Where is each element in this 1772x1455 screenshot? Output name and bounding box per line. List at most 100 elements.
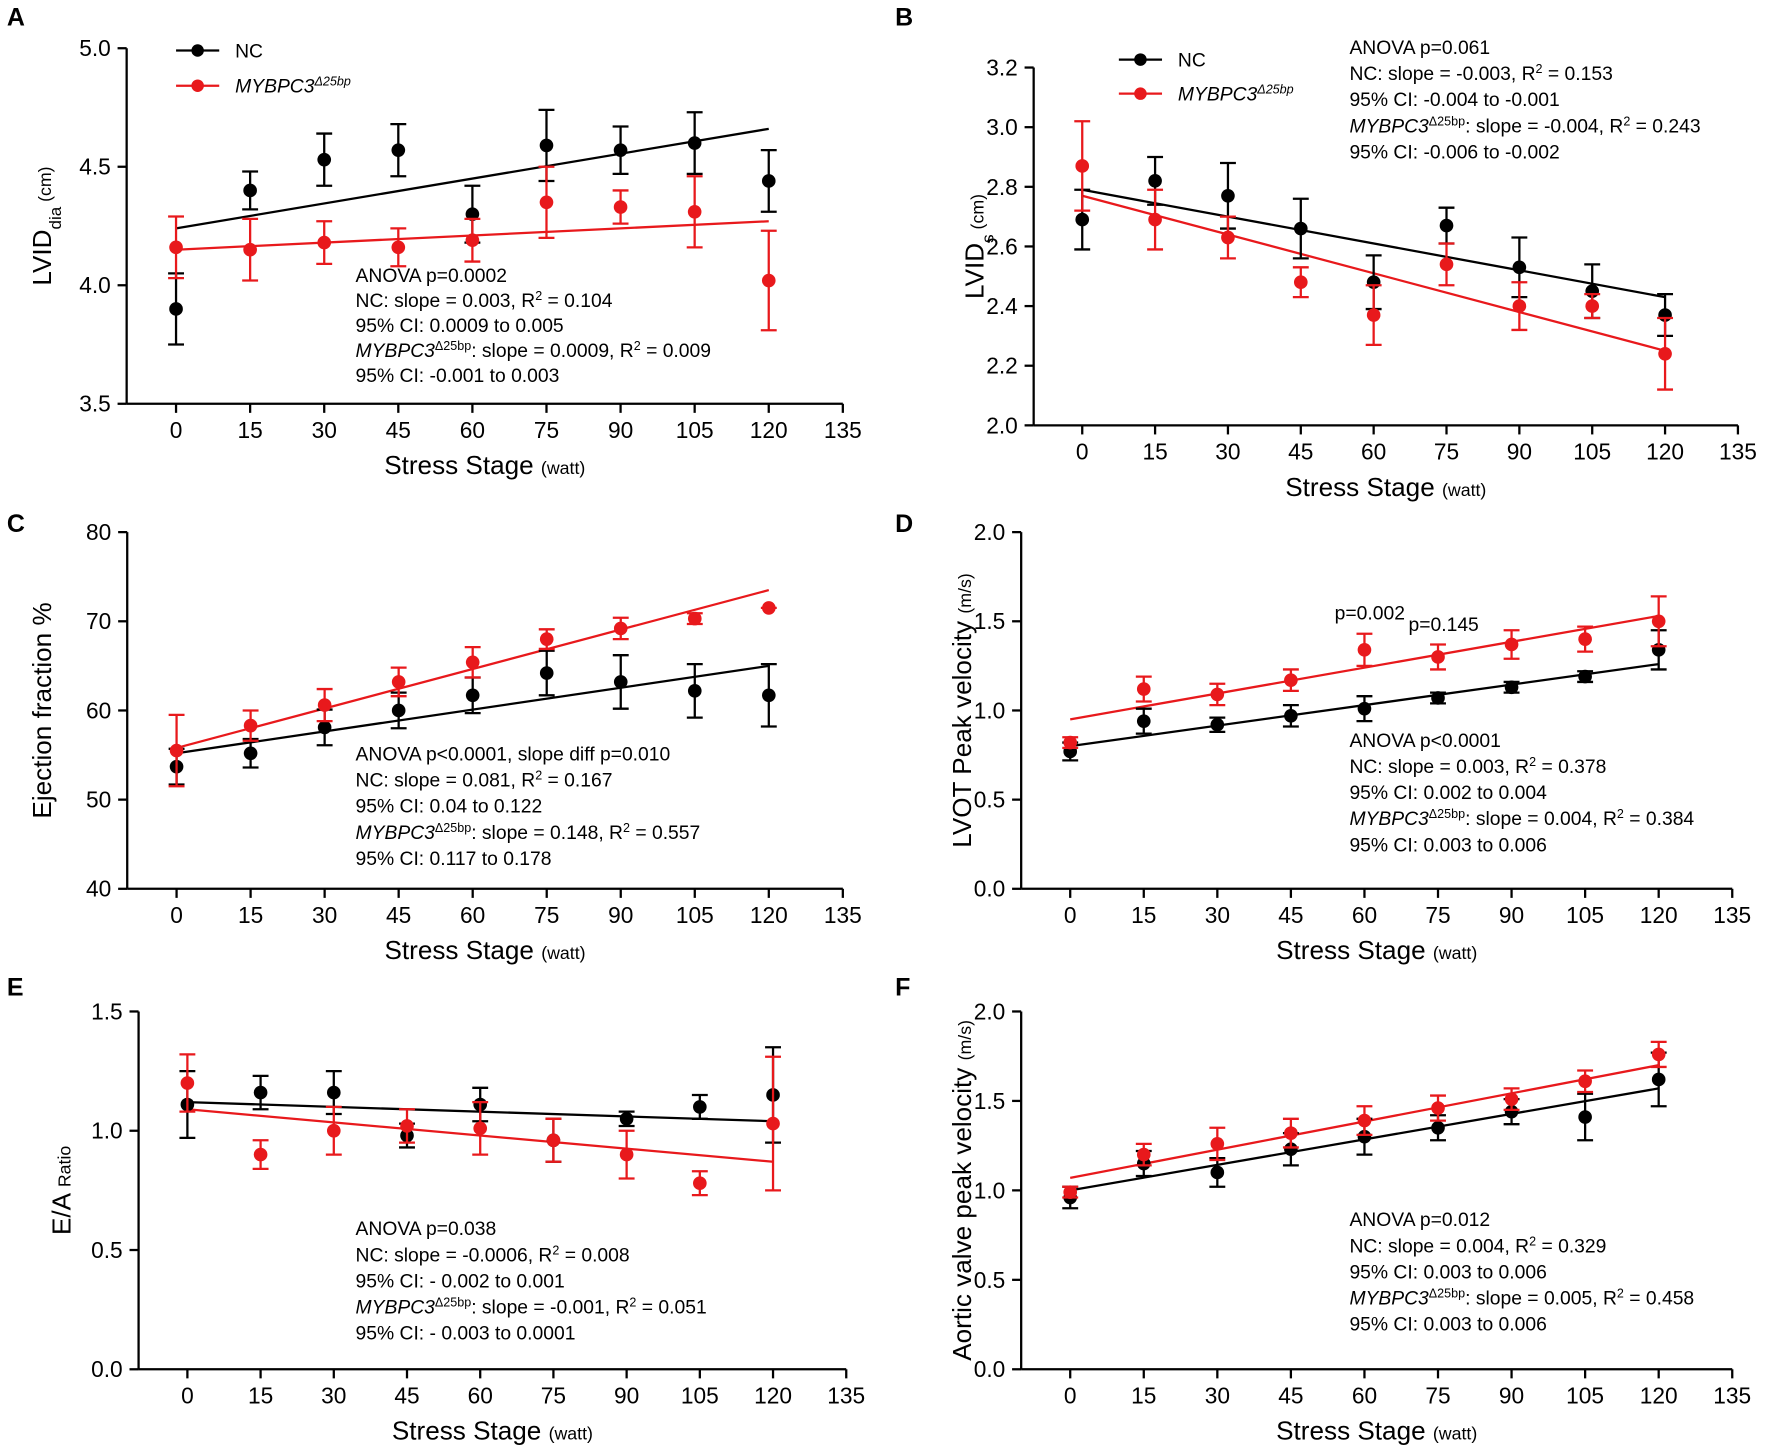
legend-marker (191, 44, 204, 57)
annotation: NC: slope = 0.081, R2 = 0.167 (356, 769, 613, 792)
y-tick-label: 2.0 (974, 519, 1006, 545)
annotation: 95% CI: -0.001 to 0.003 (356, 366, 560, 387)
text-part: 95% CI: 0.003 to 0.006 (1349, 835, 1546, 856)
text-part: NC: slope = 0.081, R (356, 771, 536, 792)
data-point (169, 302, 183, 316)
data-point (1293, 275, 1308, 290)
text-part: (watt) (1442, 480, 1486, 500)
y-tick-label: 3.2 (986, 54, 1018, 80)
text-part: ANOVA p=0.061 (1349, 38, 1490, 59)
data-point (1284, 1126, 1298, 1140)
text-part: : slope = -0.004, R (1465, 116, 1623, 137)
text-part: 95% CI: -0.001 to 0.003 (356, 366, 560, 387)
x-tick-label: 120 (1640, 1382, 1678, 1408)
text-part: (watt) (549, 1424, 593, 1444)
legend-superscript: Δ25bp (313, 75, 350, 89)
data-point (1075, 159, 1090, 173)
text-part: 95% CI: 0.04 to 0.122 (356, 797, 543, 818)
text-part: (watt) (541, 458, 585, 478)
data-point (1431, 1101, 1445, 1115)
x-tick-label: 105 (676, 902, 714, 928)
data-point (1063, 735, 1078, 750)
text-part: 2 (634, 339, 641, 353)
x-tick-label: 105 (1573, 438, 1611, 464)
data-point (1439, 257, 1454, 272)
data-point (1504, 680, 1519, 695)
x-tick-label: 90 (614, 1382, 639, 1408)
data-point (761, 174, 776, 188)
x-tick-label: 15 (1131, 1382, 1156, 1408)
y-tick-label: 1.0 (974, 1177, 1006, 1203)
y-tick-label: 1.0 (974, 697, 1006, 723)
x-tick-label: 135 (824, 417, 862, 443)
x-tick-label: 30 (1205, 1382, 1230, 1408)
data-point (243, 718, 258, 733)
annotation: ANOVA p=0.038 (356, 1219, 497, 1240)
x-tick-label: 30 (312, 902, 337, 928)
text-part: 95% CI: - 0.002 to 0.001 (356, 1271, 565, 1292)
text-part: = 0.167 (542, 771, 612, 792)
data-point (1221, 230, 1235, 245)
text-part: 95% CI: 0.003 to 0.006 (1349, 1315, 1546, 1336)
x-tick-label: 120 (754, 1382, 792, 1408)
x-tick-label: 60 (1352, 1382, 1377, 1408)
y-tick-label: 80 (86, 519, 111, 545)
data-point (539, 632, 554, 646)
y-axis-title: Aortic valve peak velocity (m/s) (947, 1020, 977, 1361)
x-tick-label: 105 (676, 417, 714, 443)
fit-line (1082, 188, 1666, 299)
y-tick-label: 5.0 (79, 35, 111, 61)
annotation: 95% CI: -0.006 to -0.002 (1349, 142, 1559, 163)
data-point (180, 1076, 195, 1090)
text-part: = 0.378 (1536, 757, 1606, 778)
annotation: NC: slope = 0.003, R2 = 0.104 (356, 289, 613, 312)
x-tick-label: 45 (1278, 1382, 1303, 1408)
data-point (1357, 643, 1372, 657)
y-tick-label: 0.0 (974, 876, 1006, 902)
panel-label: F (895, 974, 910, 1002)
data-point (1136, 714, 1151, 728)
legend-name: NC (235, 41, 263, 62)
x-axis-title: Stress Stage (watt) (392, 1416, 593, 1446)
x-tick-label: 15 (238, 902, 263, 928)
x-tick-label: 45 (386, 417, 411, 443)
x-tick-label: 90 (1499, 1382, 1524, 1408)
annotation: 95% CI: 0.0009 to 0.005 (356, 316, 564, 337)
data-point (1504, 1092, 1519, 1106)
text-part: (m/s) (955, 1020, 975, 1060)
data-point (465, 688, 480, 703)
x-axis-title: Stress Stage (watt) (384, 450, 585, 480)
text-part: NC: slope = 0.004, R (1349, 1236, 1529, 1257)
annotation: MYBPC3Δ25bp: slope = 0.148, R2 = 0.557 (356, 821, 701, 844)
text-part: MYBPC3 (356, 1298, 436, 1319)
x-tick-label: 0 (170, 902, 183, 928)
text-part: ANOVA p=0.012 (1349, 1210, 1490, 1231)
panel: 0.0 0.5 1.0 1.5 2.0 0 15 30 45 60 75 90 105 120 135 Str… (895, 510, 1751, 965)
text-part: 95% CI: - 0.003 to 0.0001 (356, 1324, 576, 1345)
text-part: Stress Stage (384, 450, 541, 480)
text-part: 2 (1529, 755, 1536, 769)
data-point (1210, 687, 1225, 702)
x-tick-label: 75 (1425, 1382, 1450, 1408)
data-point (317, 720, 332, 735)
text-part: 95% CI: 0.0009 to 0.005 (356, 316, 564, 337)
annotation: 95% CI: 0.04 to 0.122 (356, 797, 543, 818)
x-axis-title: Stress Stage (watt) (384, 935, 585, 965)
text-part: Ejection fraction % (27, 602, 57, 818)
text-part: Δ25bp (1429, 1287, 1465, 1301)
data-point (1221, 188, 1235, 203)
annotation: NC: slope = -0.0006, R2 = 0.008 (356, 1243, 630, 1266)
data-point (1357, 1129, 1372, 1144)
data-point (613, 200, 628, 214)
annotation: 95% CI: 0.003 to 0.006 (1349, 1262, 1546, 1283)
text-part: (m/s) (955, 573, 975, 613)
text-part: 2 (1617, 1287, 1624, 1301)
x-tick-label: 75 (541, 1382, 566, 1408)
x-tick-label: 75 (1434, 438, 1459, 464)
panel-label: A (7, 4, 25, 32)
data-point (326, 1123, 341, 1138)
text-part: = 0.243 (1630, 116, 1700, 137)
text-part: NC: slope = 0.003, R (356, 291, 536, 312)
x-axis-title: Stress Stage (watt) (1285, 472, 1486, 502)
text-part: MYBPC3 (1349, 1289, 1429, 1310)
